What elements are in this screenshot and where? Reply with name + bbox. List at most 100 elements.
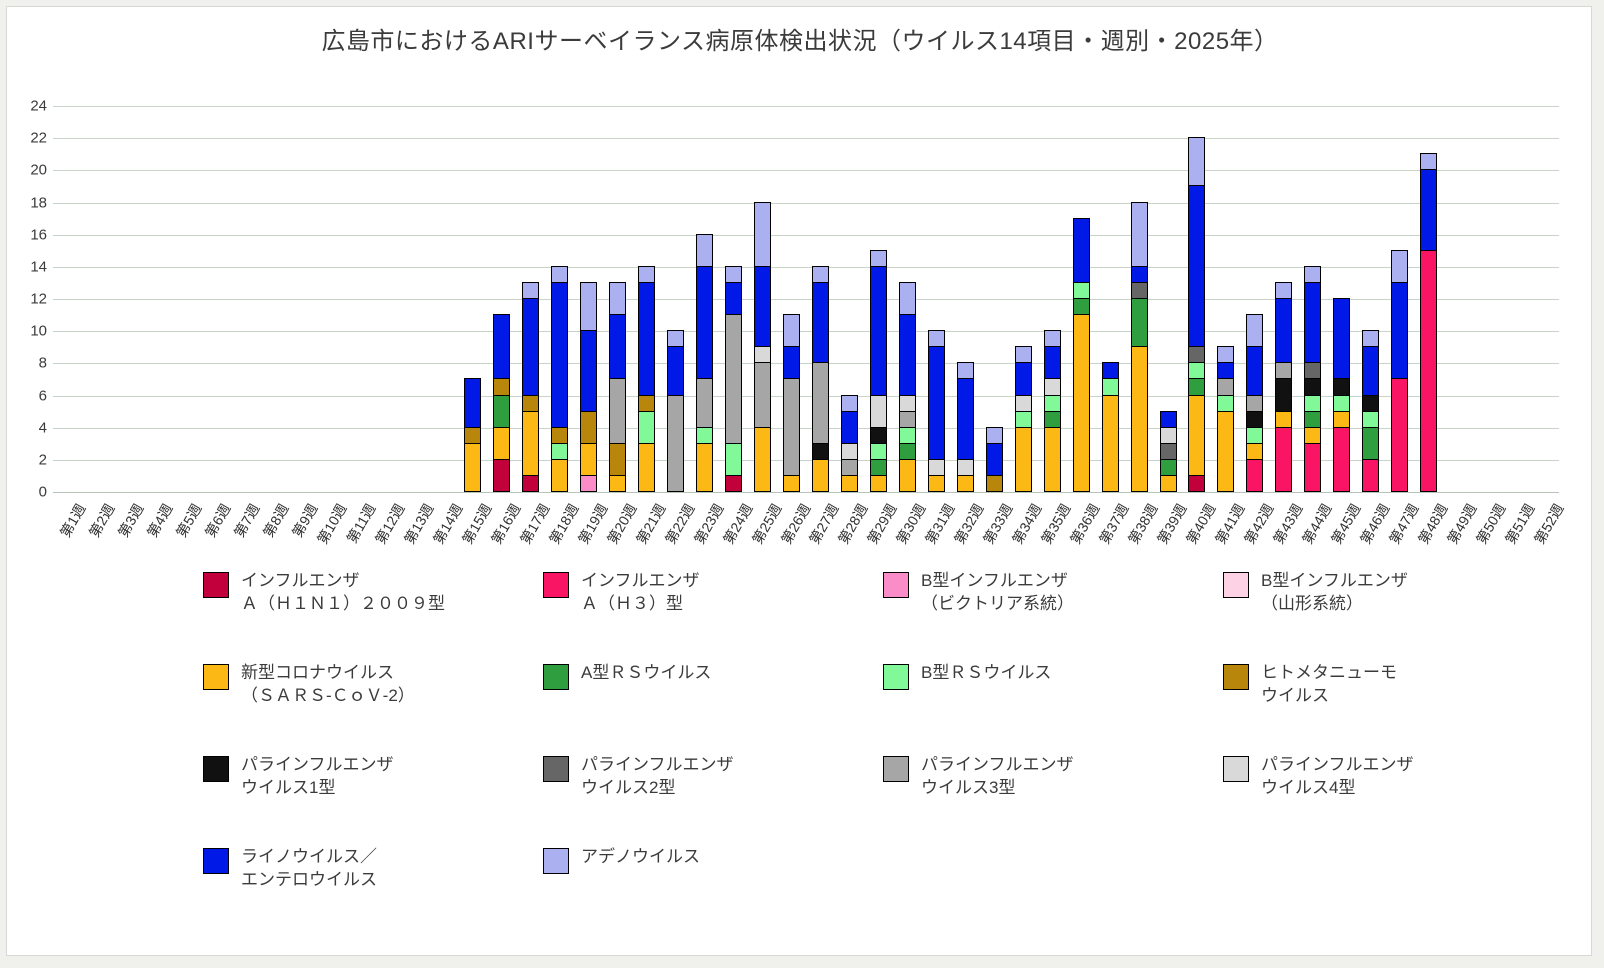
bar-segment[interactable] [869,426,887,444]
bar-slot[interactable] [146,106,163,492]
legend-item[interactable]: B型インフルエンザ （ビクトリア系統） [883,570,1223,662]
bar-slot[interactable] [985,106,1003,492]
bar-segment[interactable] [1304,394,1322,412]
bar-segment[interactable] [638,410,656,444]
bar-segment[interactable] [1246,426,1264,444]
bar-segment[interactable] [1304,378,1322,396]
bar-slot[interactable] [378,106,395,492]
bar-segment[interactable] [1188,137,1206,187]
legend-item[interactable]: パラインフルエンザ ウイルス2型 [543,754,883,846]
bar-slot[interactable] [1130,106,1148,492]
legend-item[interactable]: ヒトメタニューモ ウイルス [1223,662,1563,754]
bar-segment[interactable] [1188,346,1206,364]
bar-segment[interactable] [783,314,801,348]
bar-segment[interactable] [840,394,858,412]
bar-slot[interactable] [1217,106,1235,492]
bar-segment[interactable] [1043,410,1061,428]
bar-slot[interactable] [493,106,511,492]
bar-slot[interactable] [638,106,656,492]
bar-segment[interactable] [638,265,656,283]
bar-segment[interactable] [1043,330,1061,348]
bar-segment[interactable] [609,314,627,380]
bar-segment[interactable] [493,394,511,428]
bar-segment[interactable] [696,265,714,380]
legend-item[interactable]: A型ＲＳウイルス [543,662,883,754]
bar-segment[interactable] [1043,394,1061,412]
bar-segment[interactable] [1362,394,1380,412]
bar-segment[interactable] [1420,169,1438,251]
bar-slot[interactable] [725,106,743,492]
bar-slot[interactable] [262,106,279,492]
bar-slot[interactable] [407,106,424,492]
bar-segment[interactable] [1101,362,1119,380]
bar-slot[interactable] [1362,106,1380,492]
bar-segment[interactable] [1130,298,1148,348]
bar-segment[interactable] [522,298,540,396]
bar-segment[interactable] [811,362,829,444]
bar-slot[interactable] [1536,106,1553,492]
legend-item[interactable]: アデノウイルス [543,846,883,938]
bar-slot[interactable] [1188,106,1206,492]
bar-segment[interactable] [1130,281,1148,299]
bar-segment[interactable] [1275,410,1293,428]
legend-item[interactable]: 新型コロナウイルス （ＳＡＲＳ-ＣｏＶ-2） [203,662,543,754]
bar-slot[interactable] [349,106,366,492]
bar-segment[interactable] [1014,346,1032,364]
bar-segment[interactable] [551,426,569,444]
bar-segment[interactable] [898,426,916,444]
bar-segment[interactable] [1159,442,1177,460]
bar-segment[interactable] [1188,362,1206,380]
bar-segment[interactable] [1362,426,1380,460]
bar-segment[interactable] [1159,410,1177,428]
bar-slot[interactable] [898,106,916,492]
legend-item[interactable]: インフルエンザ Ａ（Ｈ１Ｎ１）２００９型 [203,570,543,662]
bar-segment[interactable] [580,410,598,444]
bar-segment[interactable] [1217,378,1235,396]
bar-segment[interactable] [580,330,598,412]
legend-item[interactable]: パラインフルエンザ ウイルス4型 [1223,754,1563,846]
bar-segment[interactable] [1014,394,1032,412]
bar-segment[interactable] [1246,346,1264,396]
bar-slot[interactable] [667,106,685,492]
bar-segment[interactable] [1391,249,1409,283]
bar-slot[interactable] [1507,106,1524,492]
bar-segment[interactable] [1014,362,1032,396]
bar-segment[interactable] [1304,265,1322,283]
bar-segment[interactable] [1333,410,1351,428]
bar-segment[interactable] [1130,265,1148,283]
bar-slot[interactable] [811,106,829,492]
bar-segment[interactable] [1362,330,1380,348]
bar-segment[interactable] [927,346,945,460]
bar-slot[interactable] [320,106,337,492]
bar-slot[interactable] [1478,106,1495,492]
bar-segment[interactable] [667,330,685,348]
bar-segment[interactable] [667,346,685,396]
bar-slot[interactable] [233,106,250,492]
bar-segment[interactable] [696,378,714,428]
bar-segment[interactable] [1333,378,1351,396]
bar-segment[interactable] [1275,281,1293,299]
bar-segment[interactable] [1217,394,1235,412]
bar-segment[interactable] [1246,314,1264,348]
bar-slot[interactable] [1304,106,1322,492]
bar-slot[interactable] [956,106,974,492]
bar-segment[interactable] [522,281,540,299]
bar-slot[interactable] [1449,106,1466,492]
bar-slot[interactable] [59,106,76,492]
bar-segment[interactable] [1014,410,1032,428]
bar-slot[interactable] [609,106,627,492]
bar-segment[interactable] [985,426,1003,444]
bar-segment[interactable] [898,281,916,316]
bar-slot[interactable] [783,106,801,492]
bar-slot[interactable] [1043,106,1061,492]
bar-slot[interactable] [464,106,482,492]
bar-segment[interactable] [1217,346,1235,364]
bar-segment[interactable] [464,426,482,444]
bar-segment[interactable] [869,394,887,428]
bar-segment[interactable] [522,394,540,412]
bar-segment[interactable] [1217,362,1235,380]
bar-segment[interactable] [580,281,598,332]
bar-segment[interactable] [1188,378,1206,396]
bar-segment[interactable] [638,394,656,412]
bar-segment[interactable] [1275,378,1293,412]
